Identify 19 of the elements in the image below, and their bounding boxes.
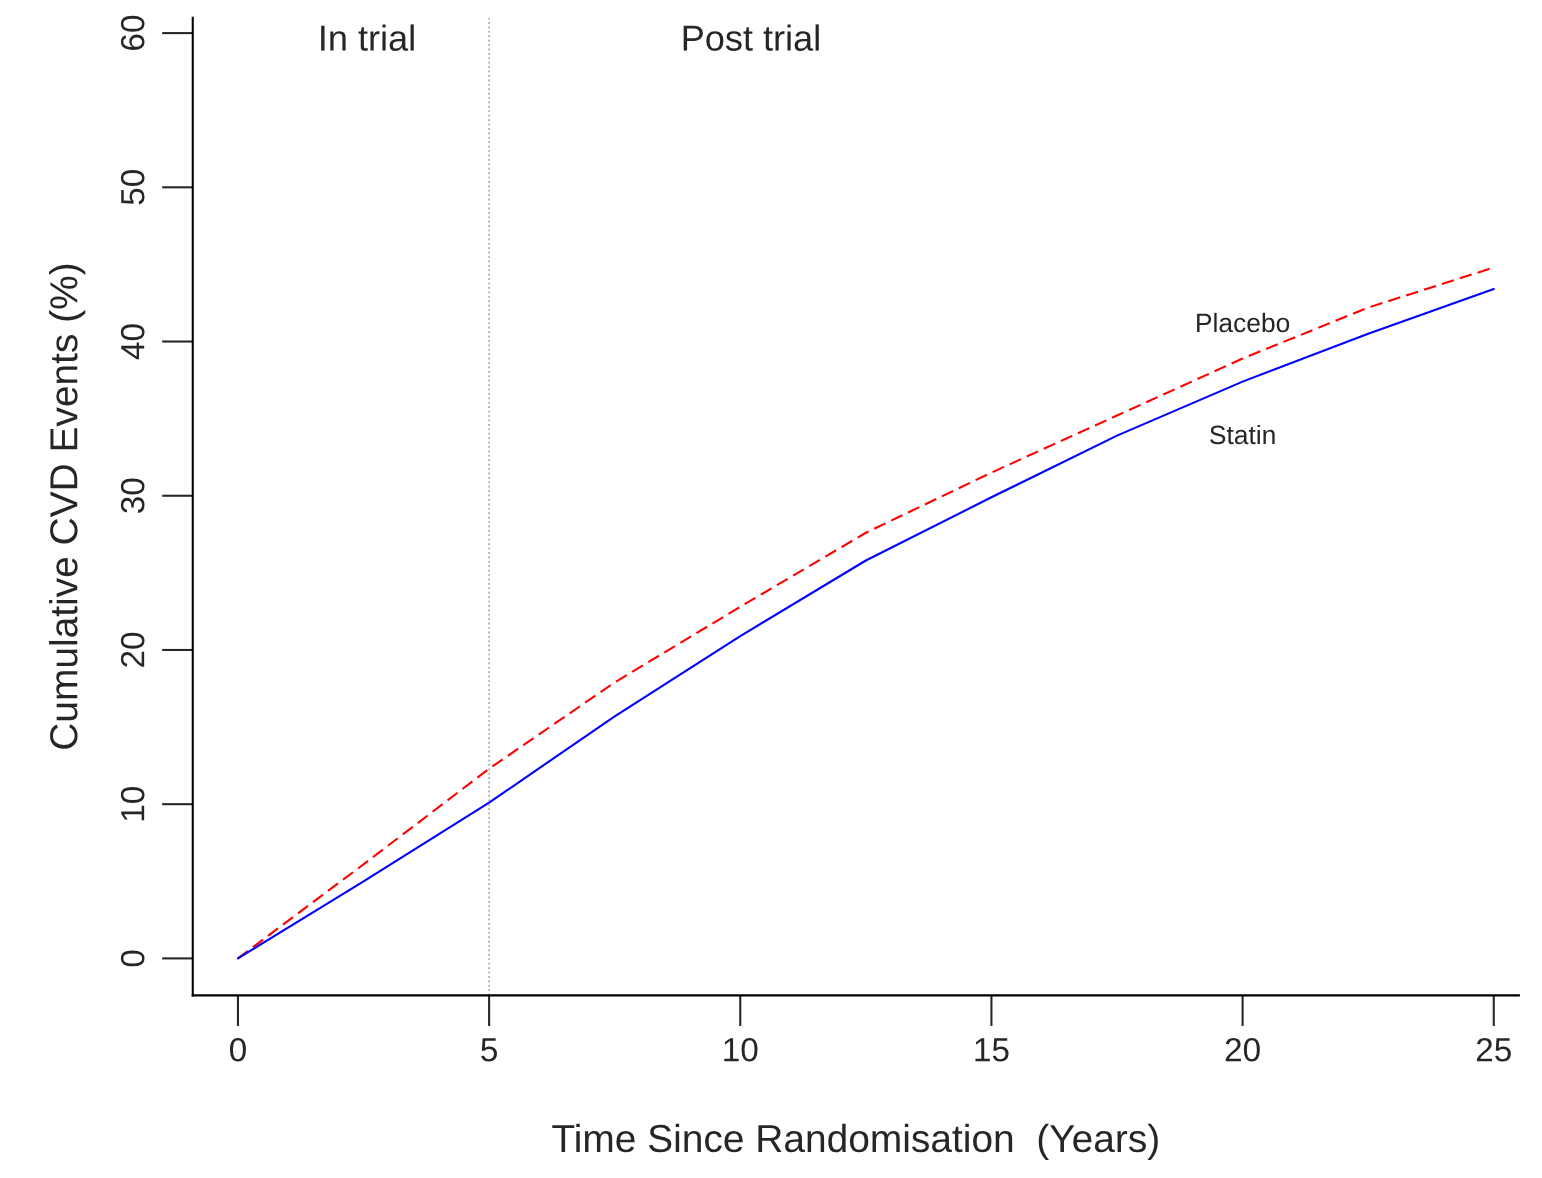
y-tick-label: 0 (120, 950, 145, 967)
x-tick-label: 20 (1225, 1037, 1260, 1062)
annotation: Post trial (683, 24, 819, 51)
x-tick-label: 5 (481, 1038, 497, 1062)
x-tick-label: 25 (1476, 1037, 1511, 1062)
y-axis-title: Cumulative CVD Events (%) (49, 264, 86, 749)
x-tick-label: 15 (975, 1038, 1009, 1062)
y-tick-label: 40 (120, 324, 145, 360)
y-tick-label: 30 (120, 478, 145, 514)
annotation: In trial (321, 24, 414, 51)
y-tick-label: 10 (120, 786, 145, 821)
series-label: Statin (1210, 424, 1275, 445)
x-tick-label: 10 (724, 1037, 758, 1062)
y-tick-label: 50 (120, 170, 145, 205)
x-tick-label: 0 (229, 1037, 246, 1062)
x-axis-title: Time Since Randomisation (Years) (552, 1123, 1158, 1160)
y-tick-label: 20 (120, 632, 145, 667)
series-label: Placebo (1197, 312, 1290, 333)
y-tick-label: 60 (120, 15, 145, 50)
